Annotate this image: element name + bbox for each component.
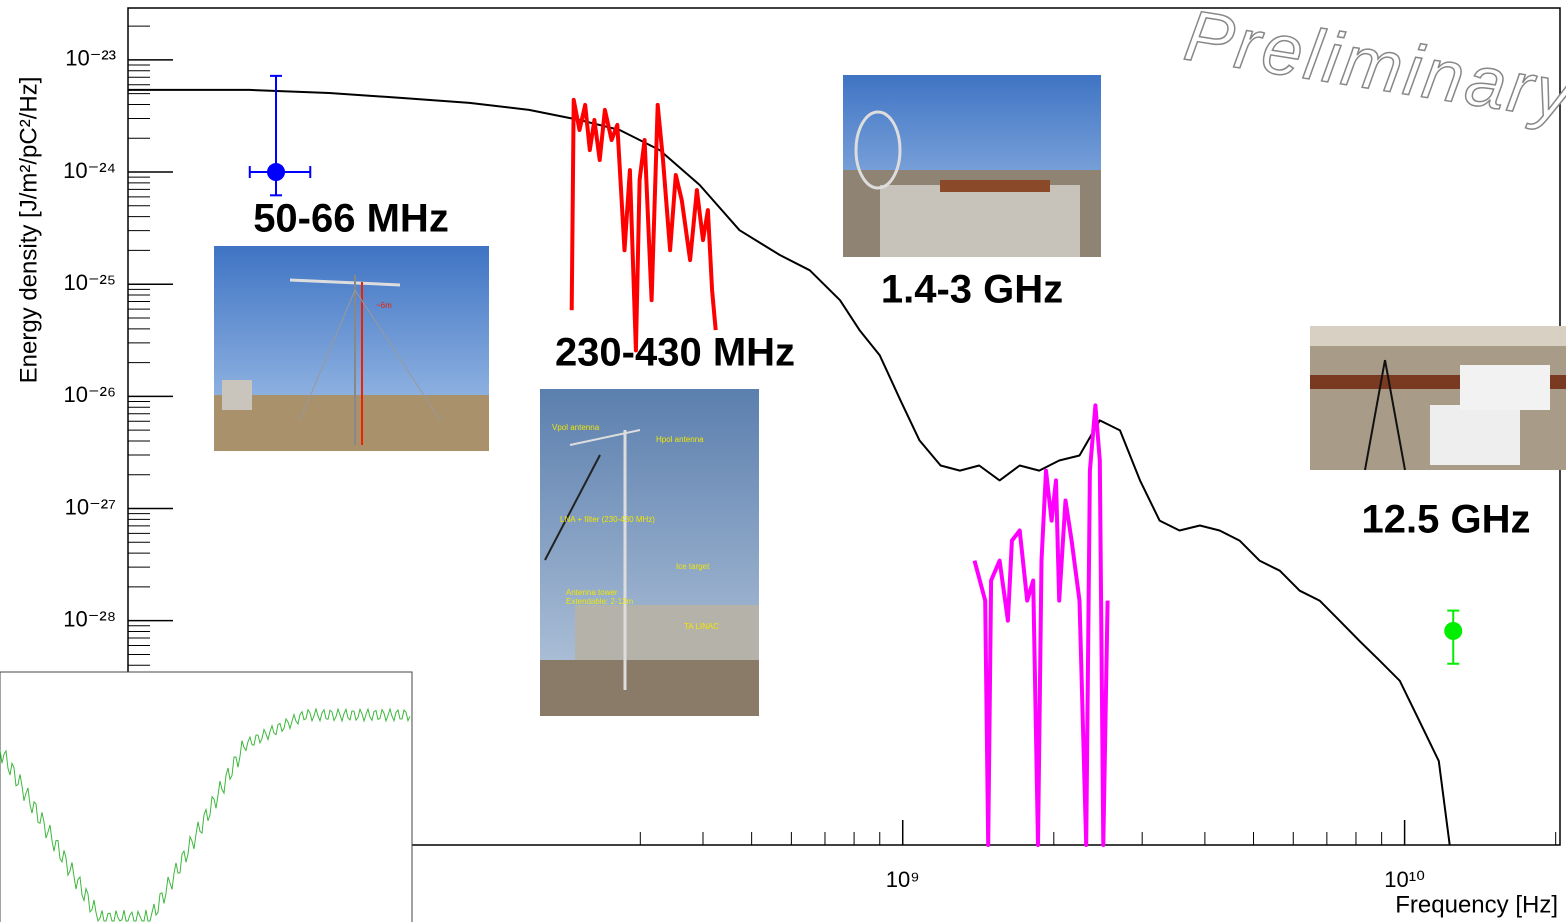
x-axis-label: Frequency [Hz]: [1395, 891, 1558, 918]
photo-label: Antenna tower: [566, 588, 618, 597]
annotation: 12.5 GHz: [1362, 498, 1531, 542]
photo-label: Vpol antenna: [552, 423, 600, 432]
watermark: Preliminary: [1180, 0, 1566, 136]
y-tick-label: 10⁻²³: [65, 46, 116, 71]
series-line: [572, 100, 716, 351]
y-tick-label: 10⁻²⁵: [63, 270, 116, 295]
photo: [1310, 326, 1566, 470]
y-axis-label: Energy density [J/m²/pC²/Hz]: [15, 77, 42, 384]
photo: Vpol antenna Hpol antenna LNA + filter (…: [540, 389, 759, 716]
annotation: 50-66 MHz: [253, 197, 449, 241]
photo: ~6m: [214, 246, 489, 451]
data-point: [1444, 622, 1462, 640]
photo-label: Hpol antenna: [656, 435, 704, 444]
inset: [0, 672, 412, 922]
photo-label: LNA + filter (230-430 MHz): [560, 515, 655, 524]
x-tick-label: 10¹⁰: [1384, 867, 1425, 892]
data-point: [267, 163, 285, 181]
photo: [843, 75, 1101, 257]
page: {"chart_data": { "type": "line", "xscale…: [0, 0, 1566, 922]
photo-label: Extendable: 2-12m: [566, 597, 633, 606]
series-line: [975, 405, 1108, 845]
chart: 10⁻²⁸ 10⁻²⁷ 10⁻²⁶ 10⁻²⁵ 10⁻²⁴ 10⁻²³ 10⁹ 10¹⁰ ~6…: [0, 0, 1566, 922]
y-tick-label: 10⁻²⁴: [63, 158, 116, 183]
y-tick-label: 10⁻²⁸: [63, 606, 116, 631]
photo-label: TA LINAC: [684, 622, 719, 631]
photo-label: Ice target: [676, 562, 710, 571]
annotation: 230-430 MHz: [555, 331, 795, 375]
y-tick-label: 10⁻²⁷: [65, 494, 116, 519]
annotation: 1.4-3 GHz: [881, 268, 1063, 312]
y-tick-label: 10⁻²⁶: [64, 382, 116, 407]
x-tick-label: 10⁹: [886, 867, 920, 892]
photo-label: ~6m: [376, 301, 392, 310]
